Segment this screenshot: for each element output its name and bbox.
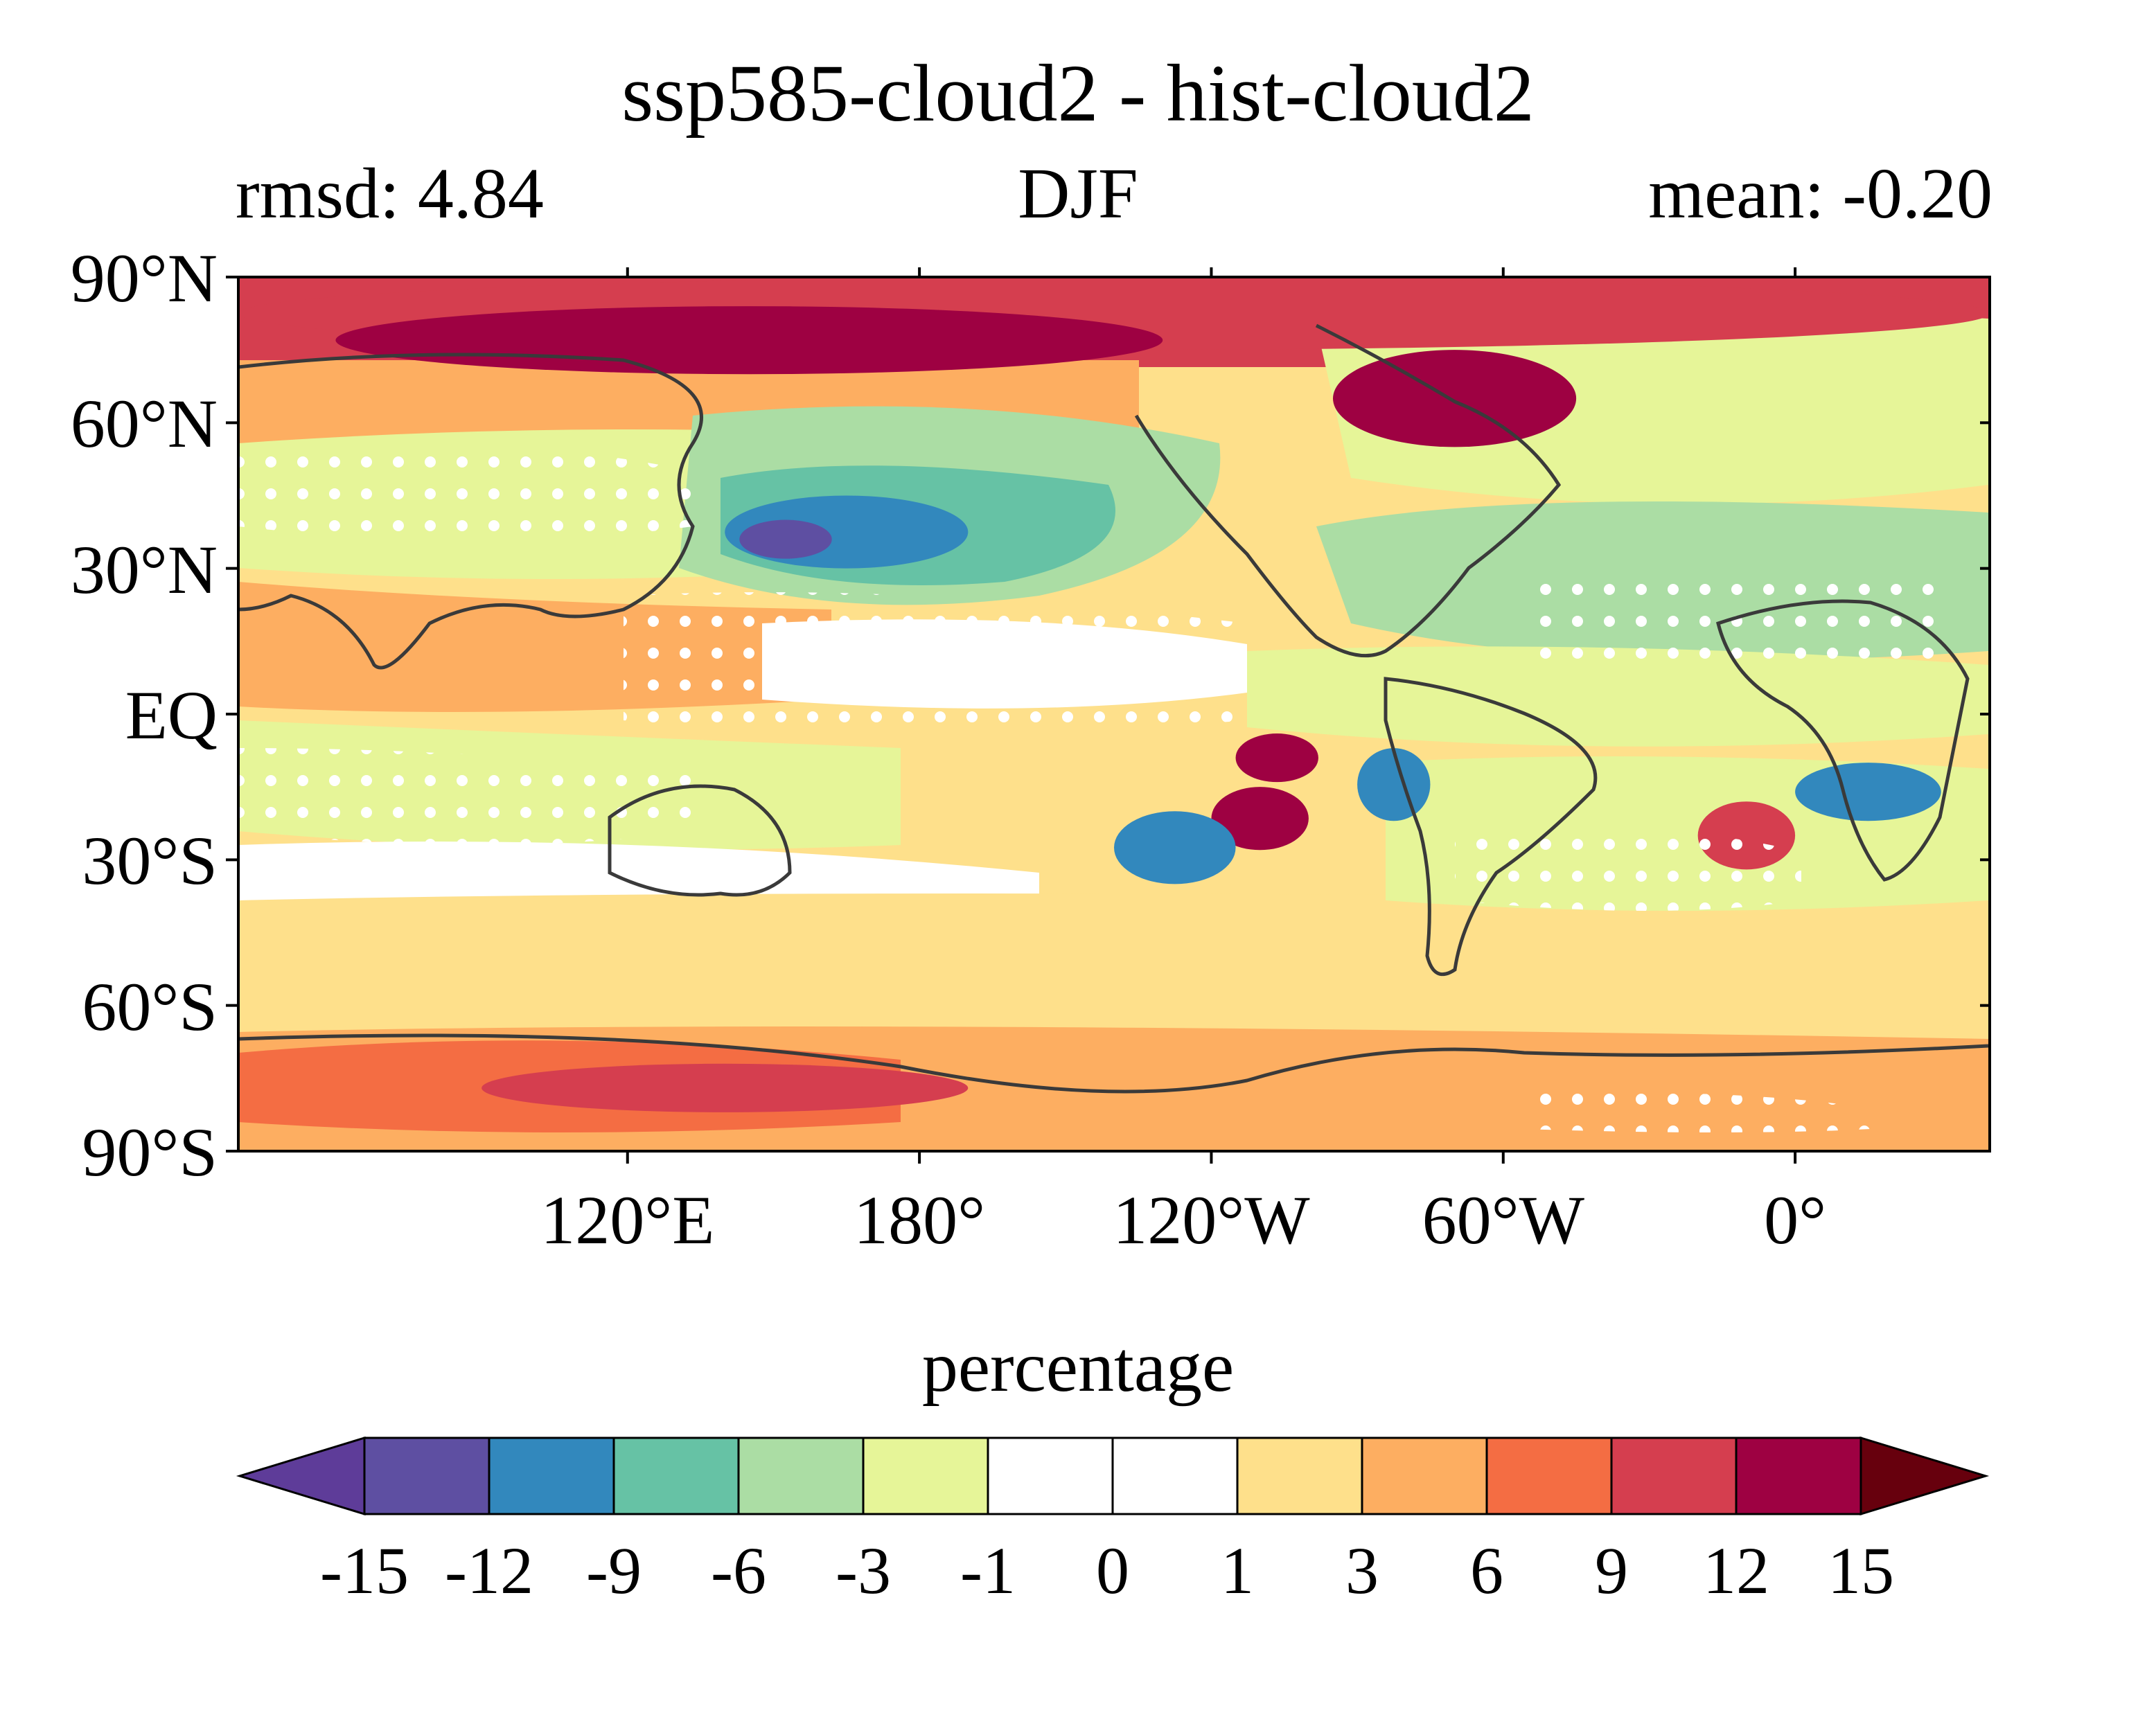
lon-tick-label: 180° [854,1182,986,1258]
colorbar-tick-label: 9 [1595,1533,1628,1608]
southern-ocean-band [238,893,1988,1032]
lat-tick-label: 60°N [70,385,218,463]
colorbar-swatch [862,1436,989,1515]
colorbar-tick-label: 12 [1703,1533,1769,1608]
map-area [238,277,1990,1151]
colorbar-tick-label: 15 [1828,1533,1894,1608]
anomaly-features [238,277,1990,1112]
north-america-coast [1134,323,1562,658]
colorbar-swatch [1236,1436,1363,1515]
colorbar-tick-label: 3 [1345,1533,1379,1608]
season-label: DJF [1018,154,1138,233]
anomaly-feature [481,1063,969,1112]
lon-tick-label: 120°E [540,1182,715,1258]
stipple-region [238,440,693,540]
colorbar-over-triangle [1859,1436,1990,1516]
anomaly-feature [1795,763,1941,821]
anomaly-feature [1357,748,1431,821]
lat-tick-label: 30°N [70,531,218,608]
colorbar [236,1436,1990,1516]
colorbar-tick-label: -1 [960,1533,1016,1608]
stipple-region [1524,1092,1871,1132]
eurasia-coast [238,353,703,670]
stipple-region [238,748,693,845]
colorbar-swatch [737,1436,865,1515]
mean-label: mean: -0.20 [1648,154,1992,233]
anomaly-feature [739,519,832,559]
colorbar-swatch [987,1436,1114,1515]
lon-tick-label: 0° [1764,1182,1827,1258]
colorbar-tick-label: -15 [320,1533,409,1608]
colorbar-label: percentage [921,1327,1235,1407]
antarctica-coast [238,1033,1989,1094]
lon-tick-label: 120°W [1113,1182,1310,1258]
colorbar-swatch [1610,1436,1738,1515]
colorbar-tick-label: 6 [1470,1533,1503,1608]
map-title: ssp585-cloud2 - hist-cloud2 [621,48,1535,139]
anomaly-feature [1333,350,1577,447]
colorbar-swatch [1735,1436,1862,1515]
colorbar-swatch [1111,1436,1239,1515]
rmsd-label: rmsd: 4.84 [236,154,544,233]
colorbar-tick-label: -9 [586,1533,642,1608]
colorbar-swatch [612,1436,740,1515]
coastlines [238,323,1989,1094]
anomaly-feature [335,306,1163,375]
colorbar-swatch [488,1436,615,1515]
lat-tick-label: 30°S [82,822,218,900]
colorbar-tick-label: -3 [836,1533,891,1608]
stipple-region [1455,827,1801,911]
lat-tick-label: 60°S [82,968,218,1045]
australia-coast [608,784,792,897]
lon-tick-label: 60°W [1422,1182,1584,1258]
colorbar-tick-label: 1 [1221,1533,1254,1608]
south-america-coast [1384,677,1598,977]
colorbar-swatch [363,1436,491,1515]
lat-tick-label: 90°N [70,240,218,317]
colorbar-tick-label: -6 [711,1533,766,1608]
axis-ticks [226,267,1990,1164]
colorbar-tick-label: 0 [1096,1533,1129,1608]
colorbar-tick-label: -12 [445,1533,533,1608]
colorbar-under-triangle [236,1436,366,1516]
africa-coast [1716,599,1970,882]
stipple-region [624,592,1247,734]
lat-tick-label: 90°S [82,1114,218,1191]
lat-tick-label: EQ [125,677,218,754]
anomaly-feature [1235,733,1318,783]
colorbar-swatch [1361,1436,1488,1515]
anomaly-feature [1211,787,1309,851]
anomaly-feature [1114,811,1236,884]
colorbar-swatch [1485,1436,1613,1515]
